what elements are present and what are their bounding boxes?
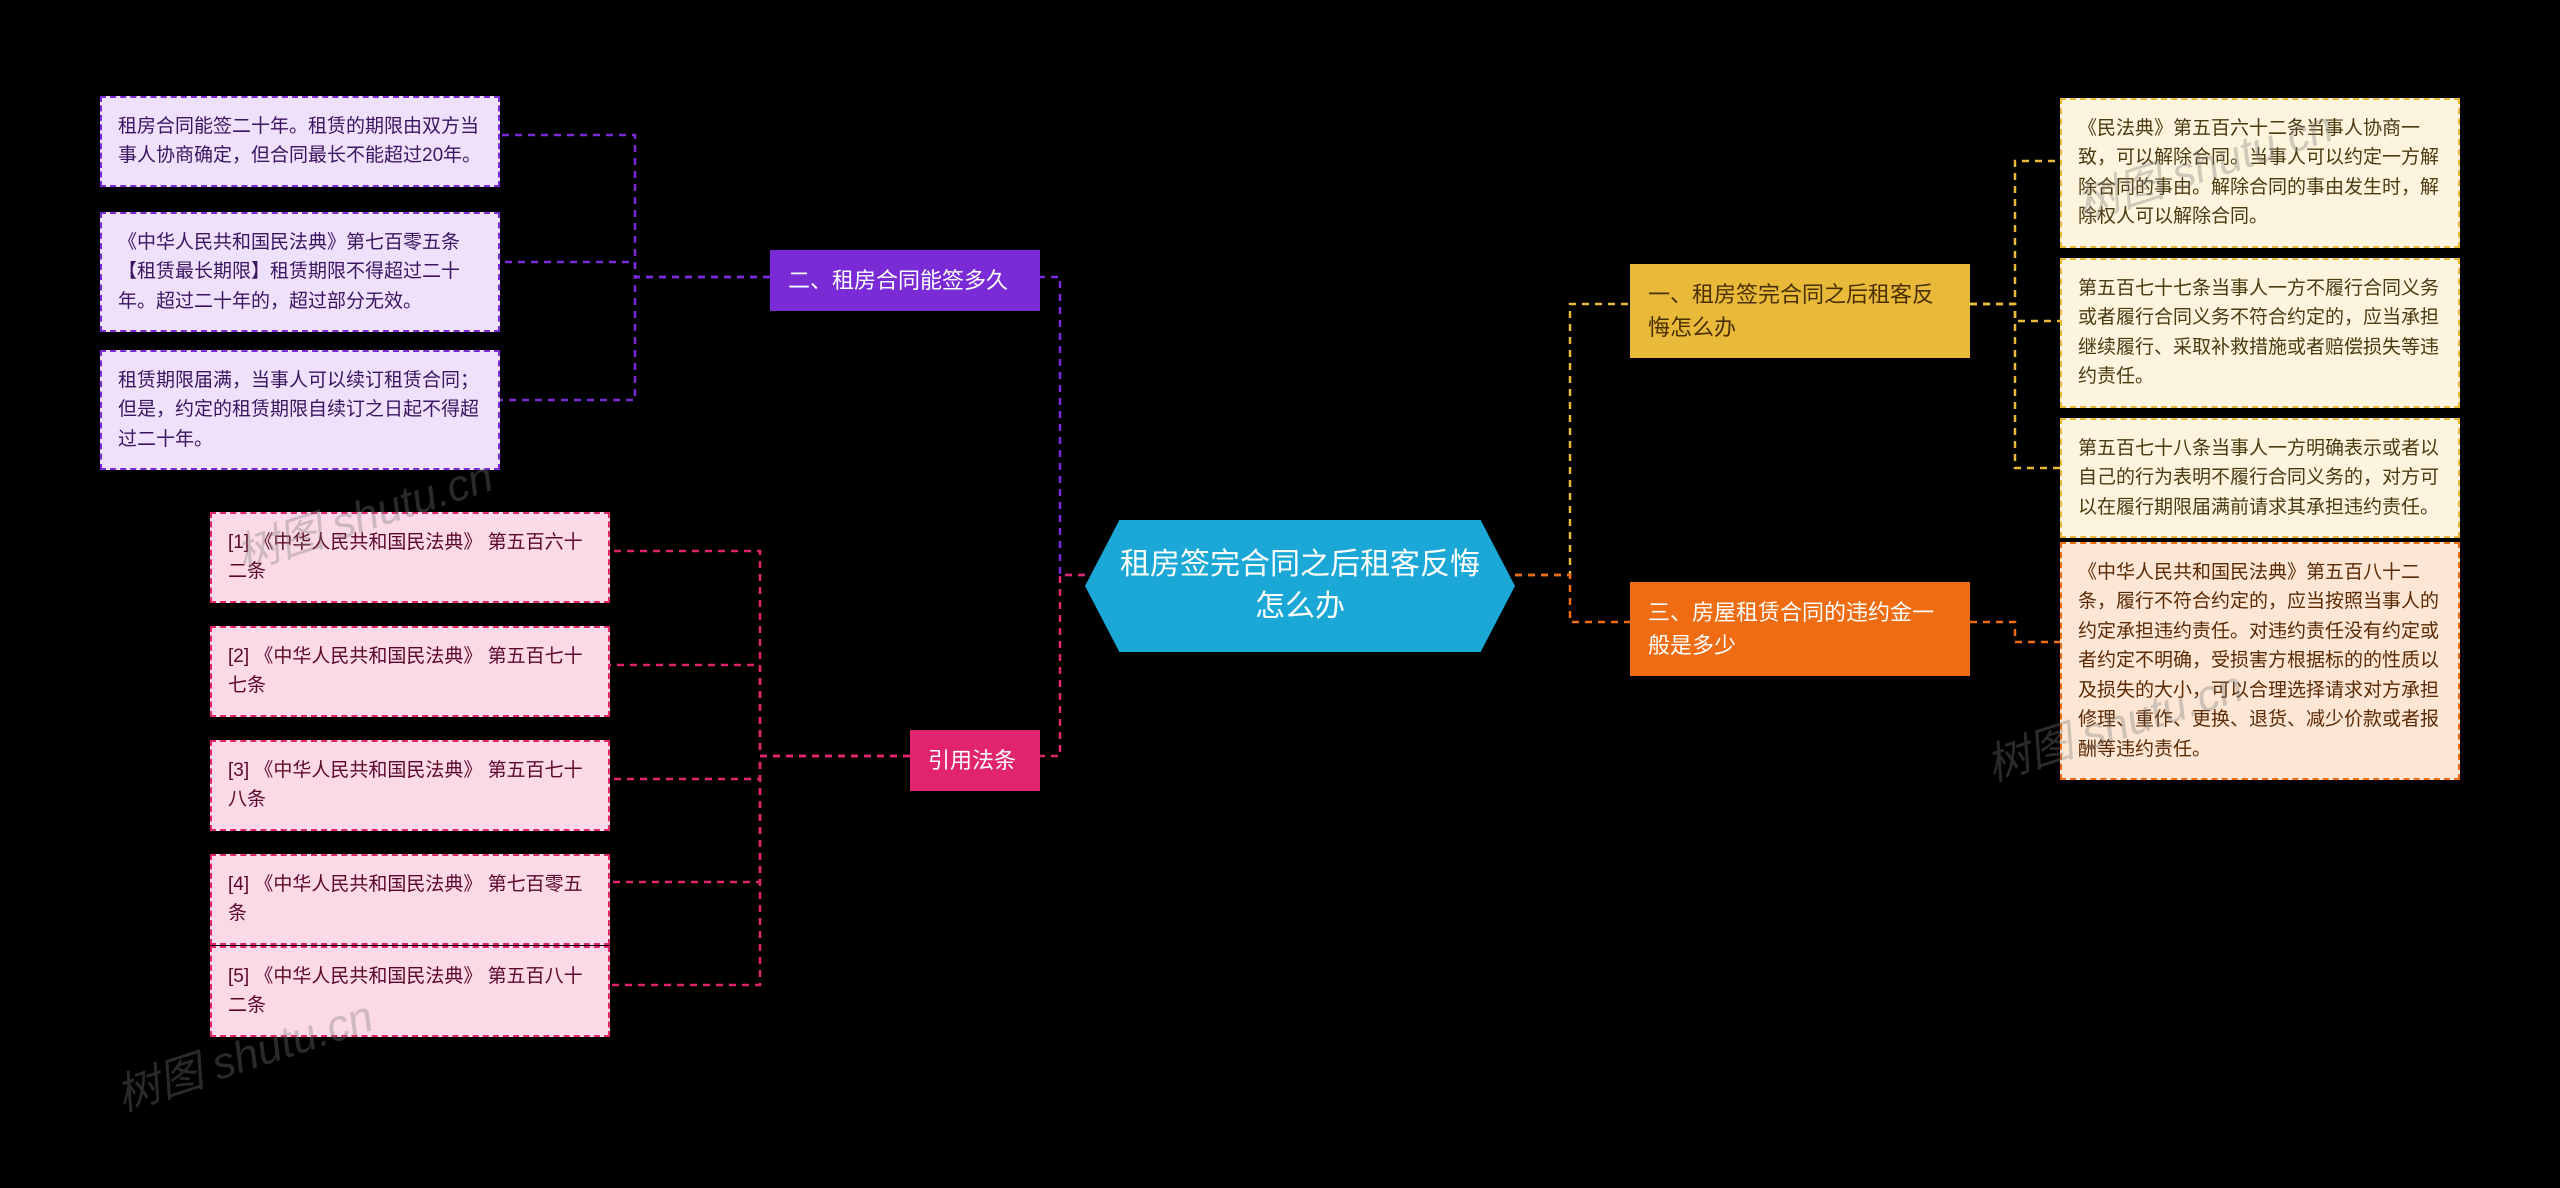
leaf-l1c: 第五百七十八条当事人一方明确表示或者以自己的行为表明不履行合同义务的，对方可以在… (2060, 418, 2460, 538)
branch-b2: 二、租房合同能签多久 (770, 250, 1040, 311)
leaf-l3a: 《中华人民共和国民法典》第五百八十二条，履行不符合约定的，应当按照当事人的约定承… (2060, 542, 2460, 780)
leaf-l2c: 租赁期限届满，当事人可以续订租赁合同；但是，约定的租赁期限自续订之日起不得超过二… (100, 350, 500, 470)
center-node: 租房签完合同之后租客反悔怎么办 (1085, 520, 1515, 652)
branch-b4: 引用法条 (910, 730, 1040, 791)
leaf-l4c: [3] 《中华人民共和国民法典》 第五百七十八条 (210, 740, 610, 831)
leaf-l2b: 《中华人民共和国民法典》第七百零五条 【租赁最长期限】租赁期限不得超过二十年。超… (100, 212, 500, 332)
leaf-l4a: [1] 《中华人民共和国民法典》 第五百六十二条 (210, 512, 610, 603)
leaf-l1b: 第五百七十七条当事人一方不履行合同义务或者履行合同义务不符合约定的，应当承担继续… (2060, 258, 2460, 408)
leaf-l4d: [4] 《中华人民共和国民法典》 第七百零五条 (210, 854, 610, 945)
leaf-l4b: [2] 《中华人民共和国民法典》 第五百七十七条 (210, 626, 610, 717)
branch-b1: 一、租房签完合同之后租客反悔怎么办 (1630, 264, 1970, 358)
leaf-l2a: 租房合同能签二十年。租赁的期限由双方当事人协商确定，但合同最长不能超过20年。 (100, 96, 500, 187)
leaf-l1a: 《民法典》第五百六十二条当事人协商一致，可以解除合同。当事人可以约定一方解除合同… (2060, 98, 2460, 248)
branch-b3: 三、房屋租赁合同的违约金一般是多少 (1630, 582, 1970, 676)
leaf-l4e: [5] 《中华人民共和国民法典》 第五百八十二条 (210, 946, 610, 1037)
